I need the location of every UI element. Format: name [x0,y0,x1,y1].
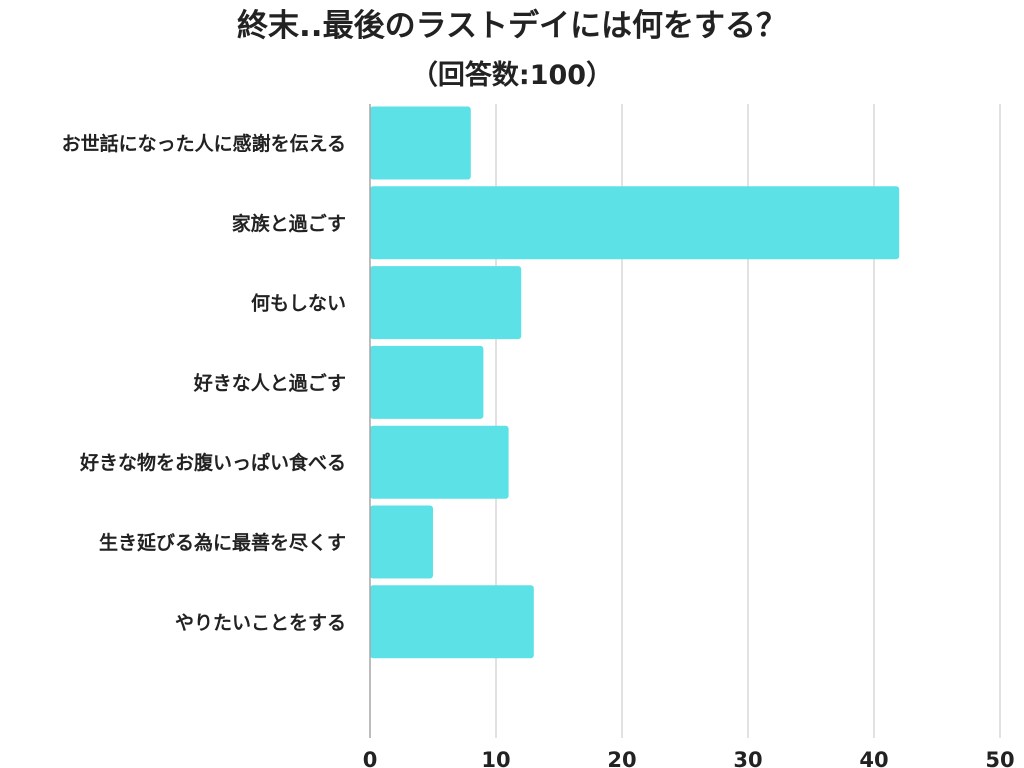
category-label-4: 好きな物をお腹いっぱい食べる [79,451,346,474]
tick-label-10: 10 [481,748,510,768]
bars [370,106,900,659]
category-label-6: やりたいことをする [175,612,346,634]
category-label-3: 好きな人と過ごす [193,371,346,394]
category-label-5: 生き延びる為に最善を尽くす [99,531,346,554]
tick-label-0: 0 [363,748,378,768]
category-labels: お世話になった人に感謝を伝える家族と過ごす何もしない好きな人と過ごす好きな物をお… [62,132,346,634]
bar-5 [370,505,433,579]
category-label-2: 何もしない [251,292,346,315]
bar-4 [370,425,509,499]
category-label-0: お世話になった人に感謝を伝える [62,132,346,155]
tick-label-50: 50 [985,748,1014,768]
bar-6 [370,585,534,659]
category-label-1: 家族と過ごす [232,212,346,235]
chart-subtitle: （回答数:100） [410,60,614,91]
bar-1 [370,186,900,260]
bar-2 [370,266,522,340]
bar-0 [370,106,471,180]
tick-label-30: 30 [733,748,762,768]
tick-labels: 0 10 20 30 40 50 [363,748,1015,768]
bar-3 [370,345,484,419]
chart-title: 終末..最後のラストデイには何をする？ [237,8,787,44]
tick-label-40: 40 [859,748,888,768]
tick-label-20: 20 [607,748,636,768]
